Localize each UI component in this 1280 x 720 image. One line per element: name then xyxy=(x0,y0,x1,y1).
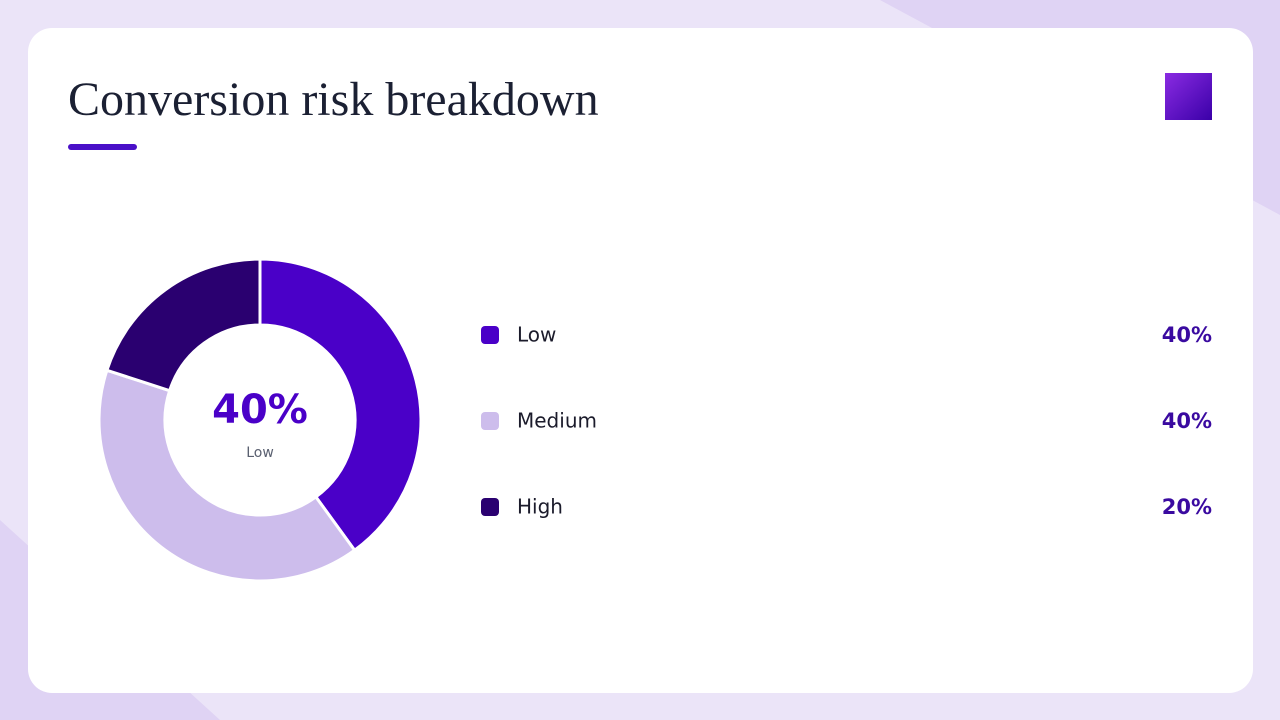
title-underline xyxy=(68,144,137,150)
legend-swatch xyxy=(481,326,499,344)
center-value: 40% xyxy=(212,387,308,433)
donut-slice xyxy=(258,257,423,553)
center-label: Low xyxy=(246,445,274,461)
legend-swatch xyxy=(481,498,499,516)
legend-value: 40% xyxy=(1162,409,1212,433)
legend-swatch xyxy=(481,412,499,430)
legend: Low 40% Medium 40% High 20% xyxy=(481,323,1212,519)
legend-label: Low xyxy=(517,323,556,347)
logo xyxy=(1165,73,1212,120)
donut-slice xyxy=(104,257,262,393)
legend-label: Medium xyxy=(517,409,597,433)
card xyxy=(28,28,1253,693)
legend-label: High xyxy=(517,495,563,519)
legend-value: 40% xyxy=(1162,323,1212,347)
donut-slice xyxy=(97,368,357,583)
chart-title: Conversion risk breakdown xyxy=(68,73,599,126)
donut-chart xyxy=(97,257,423,583)
legend-value: 20% xyxy=(1162,495,1212,519)
